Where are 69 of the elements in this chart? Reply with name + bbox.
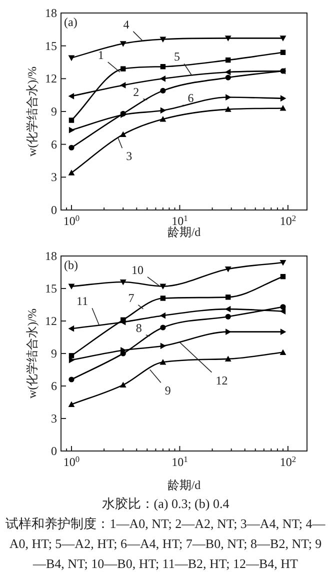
series-label: 8 [136, 321, 142, 336]
point [224, 106, 232, 112]
point [224, 306, 231, 312]
point [225, 314, 231, 320]
y-tick-label: 6 [51, 379, 57, 393]
point [226, 294, 231, 300]
y-tick-label: 9 [51, 104, 57, 118]
x-axis-title: 龄期/d [167, 478, 201, 492]
series-label: 7 [128, 290, 134, 305]
y-tick-label: 9 [51, 346, 57, 360]
point [68, 170, 75, 176]
x-tick-label: 10$^{2}$ [280, 454, 296, 469]
y-tick-label: 3 [51, 170, 57, 184]
point [68, 284, 75, 290]
x-tick-label: 10$^{1}$ [172, 454, 188, 469]
point [120, 279, 126, 286]
point [120, 41, 126, 47]
point [120, 66, 126, 72]
y-axis-title: w(化学结合水)/% [25, 308, 39, 398]
y-tick-label: 15 [45, 38, 57, 53]
y-tick-label: 0 [51, 203, 57, 217]
y-tick-label: 18 [45, 249, 57, 263]
point [68, 356, 75, 364]
series-label: 1 [98, 48, 104, 62]
series-label: 3 [126, 149, 132, 164]
chart-title: (b) [64, 258, 78, 272]
text: 水胶比：(a) 0.3; (b) 0.4 [100, 495, 230, 513]
point [120, 131, 126, 138]
y-axis-title: w(化学结合水)/% [25, 66, 39, 156]
text: 试样和养护制度：1—A0, NT; 2—A2, NT; 3—A4, NT; 4—A0, HT; 5—A2, HT; 6—A4, HT; 7—B0, NT; 8—B2, NT; 9—B4, NT; 10—B0, HT; 11—B2, HT; 12—B4, HT [4, 515, 326, 573]
point [224, 68, 231, 76]
series-label: 5 [174, 50, 180, 64]
point [224, 266, 232, 272]
point [120, 82, 126, 88]
point [225, 74, 231, 80]
series-label: 2 [133, 84, 140, 99]
point [68, 353, 74, 358]
x-tick-label: 10$^{0}$ [63, 214, 80, 228]
y-tick-label: 12 [45, 314, 57, 328]
point [68, 118, 74, 123]
y-tick-label: 3 [51, 412, 57, 426]
x-tick-label: 10$^{0}$ [63, 454, 80, 469]
text: 12 [216, 373, 228, 388]
point [68, 144, 74, 150]
point [68, 92, 74, 100]
point [224, 36, 232, 42]
point [226, 94, 232, 100]
y-tick-label: 18 [45, 6, 57, 20]
y-tick-label: 6 [51, 137, 57, 152]
point [120, 382, 126, 388]
x-tick-label: 10$^{2}$ [280, 214, 296, 228]
y-tick-label: 15 [45, 282, 57, 296]
point [226, 328, 232, 336]
point [224, 356, 232, 362]
point [226, 57, 231, 63]
point [68, 376, 74, 382]
y-tick-label: 0 [51, 444, 57, 458]
point [68, 55, 75, 62]
series-label: 11 [76, 294, 88, 308]
chart-title: (a) [64, 15, 78, 29]
point [68, 401, 75, 407]
y-tick-label: 12 [45, 72, 57, 86]
series-label: 6 [188, 91, 194, 106]
series-label: 9 [164, 384, 171, 398]
series-label: 4 [123, 17, 130, 32]
point [68, 126, 75, 134]
x-axis-title: 龄期/d [167, 225, 201, 239]
series-label: 10 [131, 262, 144, 277]
point [68, 325, 74, 332]
